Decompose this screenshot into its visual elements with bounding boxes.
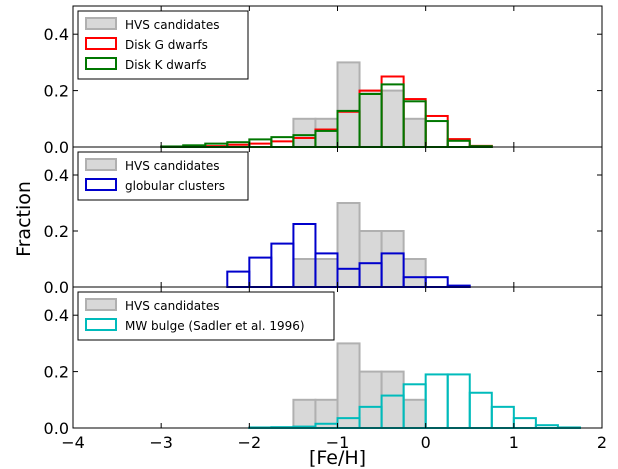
x-tick-label: −1 bbox=[326, 433, 350, 452]
middle-y-tick-label: 0.0 bbox=[44, 278, 69, 297]
middle-bar-series1-2 bbox=[270, 242, 295, 289]
middle-bar-series1-9 bbox=[424, 276, 449, 289]
bottom-legend-swatch-1 bbox=[85, 318, 117, 331]
middle-y-tick-label: 0.2 bbox=[44, 222, 69, 241]
bottom-bar-series1-9 bbox=[446, 373, 471, 430]
middle-legend-swatch-0 bbox=[85, 158, 117, 171]
bottom-bar-series1-10 bbox=[468, 391, 493, 429]
middle-y-tick-label: 0.4 bbox=[44, 166, 69, 185]
top-bars bbox=[160, 61, 493, 149]
top-legend-label-2: Disk K dwarfs bbox=[125, 58, 206, 72]
middle-legend-label-1: globular clusters bbox=[125, 179, 225, 193]
x-tick-label: −3 bbox=[149, 433, 173, 452]
middle-bars bbox=[226, 202, 471, 289]
bottom-legend: HVS candidates MW bulge (Sadler et al. 19… bbox=[77, 291, 335, 341]
middle-legend: HVS candidates globular clusters bbox=[77, 151, 249, 201]
bottom-y-tick-label: 0.4 bbox=[44, 306, 69, 325]
x-tick-label: 2 bbox=[597, 433, 607, 452]
x-tick-label: 1 bbox=[509, 433, 519, 452]
panel-bottom: −4 −3 −2 −1 0 1 2 0.0 0.2 0.4 HVS candidates MW bul… bbox=[44, 286, 607, 469]
panel-middle: 0.0 0.2 0.4 HVS candidates globular clusters… bbox=[13, 146, 603, 297]
bottom-legend-box bbox=[77, 291, 335, 341]
top-y-tick-label: 0.2 bbox=[44, 82, 69, 101]
top-legend-swatch-0 bbox=[85, 17, 117, 30]
middle-legend-label-0: HVS candidates bbox=[125, 159, 219, 173]
top-bar-hvs-4 bbox=[380, 89, 405, 148]
top-legend-label-0: HVS candidates bbox=[125, 18, 219, 32]
bottom-legend-label-0: HVS candidates bbox=[125, 299, 219, 313]
top-y-tick-label: 0.4 bbox=[44, 25, 69, 44]
top-bar-series2-13 bbox=[446, 139, 471, 149]
middle-bar-hvs-1 bbox=[314, 258, 339, 288]
top-bar-hvs-3 bbox=[358, 89, 383, 148]
middle-bar-hvs-2 bbox=[336, 202, 361, 288]
bottom-bar-series1-12 bbox=[512, 417, 537, 430]
top-bar-hvs-5 bbox=[402, 117, 427, 149]
top-legend-swatch-2 bbox=[85, 57, 117, 70]
top-y-tick-label: 0.0 bbox=[44, 138, 69, 157]
top-bar-hvs-0 bbox=[292, 117, 317, 149]
bottom-bar-hvs-3 bbox=[358, 370, 383, 430]
bottom-y-tick-label: 0.2 bbox=[44, 363, 69, 382]
top-bar-hvs-1 bbox=[314, 117, 339, 149]
top-bar-hvs-2 bbox=[336, 61, 361, 148]
middle-bar-series1-0 bbox=[226, 270, 251, 289]
bottom-bars bbox=[248, 342, 581, 430]
bottom-y-tick-label: 0.0 bbox=[44, 419, 69, 438]
top-legend: HVS candidates Disk G dwarfs Disk K dwarfs bbox=[77, 10, 249, 80]
bottom-bar-series1-11 bbox=[490, 405, 515, 430]
top-legend-label-1: Disk G dwarfs bbox=[125, 38, 208, 52]
bottom-bar-hvs-5 bbox=[402, 398, 427, 429]
panel-top: 0.0 0.2 0.4 HVS candidates Disk G dwarfs Disk… bbox=[44, 5, 603, 157]
x-tick-label: −2 bbox=[238, 433, 262, 452]
top-bar-series2-12 bbox=[424, 120, 449, 148]
middle-legend-swatch-1 bbox=[85, 178, 117, 191]
bottom-bar-hvs-4 bbox=[380, 370, 405, 430]
middle-bar-series1-1 bbox=[248, 256, 273, 289]
middle-bar-hvs-3 bbox=[358, 230, 383, 288]
x-axis-label: [Fe/H] bbox=[309, 447, 366, 469]
middle-bar-hvs-4 bbox=[380, 230, 405, 288]
middle-bar-hvs-0 bbox=[292, 258, 317, 288]
middle-bar-hvs-5 bbox=[402, 258, 427, 288]
bottom-bar-series1-8 bbox=[424, 373, 449, 430]
bottom-legend-label-1: MW bulge (Sadler et al. 1996) bbox=[125, 319, 305, 333]
bottom-bar-hvs-2 bbox=[336, 342, 361, 429]
bottom-bar-hvs-0 bbox=[292, 398, 317, 429]
y-axis-label: Fraction bbox=[13, 181, 35, 257]
x-tick-label: −4 bbox=[61, 433, 85, 452]
x-tick-label: 0 bbox=[421, 433, 431, 452]
top-legend-swatch-1 bbox=[85, 37, 117, 50]
bottom-legend-swatch-0 bbox=[85, 298, 117, 311]
